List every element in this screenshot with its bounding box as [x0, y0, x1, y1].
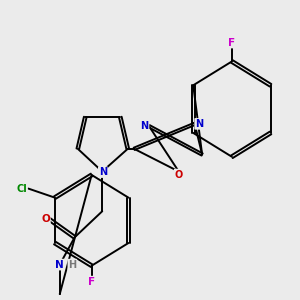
Text: F: F [228, 38, 236, 47]
Text: N: N [55, 260, 64, 270]
Text: Cl: Cl [16, 184, 27, 194]
Text: O: O [41, 214, 50, 224]
Text: N: N [99, 167, 107, 177]
Text: O: O [175, 169, 183, 179]
Text: H: H [68, 260, 76, 270]
Text: N: N [195, 119, 203, 129]
Text: N: N [140, 121, 148, 131]
Text: F: F [88, 277, 95, 286]
